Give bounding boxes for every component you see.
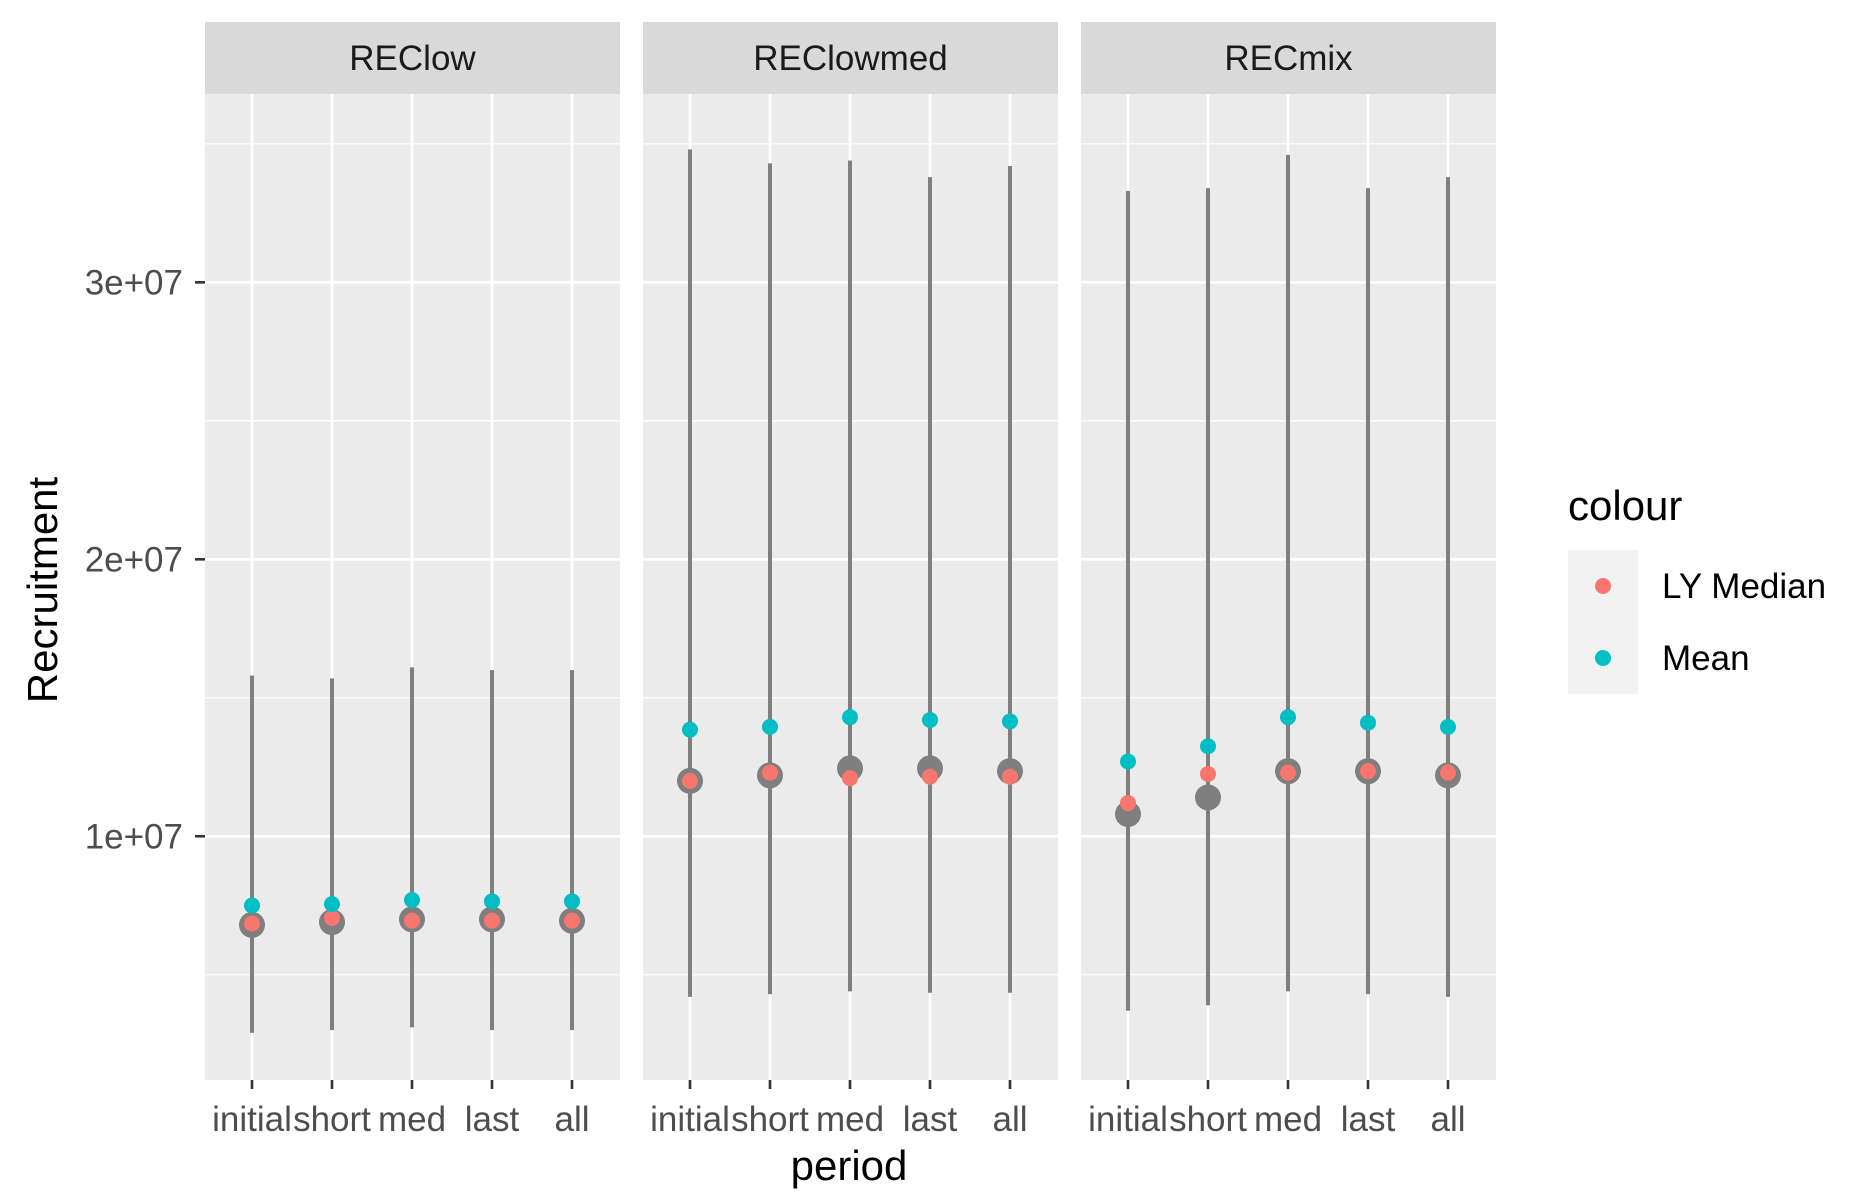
ly-median-point — [324, 909, 340, 926]
x-axis-title: period — [791, 1142, 908, 1189]
x-tick-label: med — [816, 1100, 884, 1139]
x-tick-label: short — [293, 1100, 371, 1139]
x-tick-label: short — [731, 1100, 809, 1139]
facet-REClowmed: REClowmed initial short med last all — [643, 22, 1058, 1139]
y-tick-label: 1e+07 — [85, 817, 183, 856]
ly-median-point — [842, 770, 858, 787]
ly-median-point — [1440, 764, 1456, 781]
x-tick-label: med — [1254, 1100, 1322, 1139]
y-tick-label: 2e+07 — [85, 540, 183, 579]
mean-point — [404, 891, 420, 908]
ly-median-point — [1280, 764, 1296, 781]
mean-point — [842, 709, 858, 726]
x-tick-label: short — [1169, 1100, 1247, 1139]
legend-label: Mean — [1662, 639, 1750, 678]
y-tick-label: 3e+07 — [85, 263, 183, 302]
ly-median-point — [682, 772, 698, 789]
x-tick-label: all — [1430, 1100, 1465, 1139]
median-point — [1195, 784, 1221, 811]
mean-point — [1280, 709, 1296, 726]
legend: colour LY Median Mean — [1568, 482, 1826, 694]
mean-point — [244, 897, 260, 914]
facet-strip — [643, 22, 1058, 94]
ly-median-point — [484, 912, 500, 929]
facet-strip-label: RECmix — [1224, 39, 1353, 78]
x-tick-label: last — [1341, 1100, 1396, 1139]
x-tick-label: last — [465, 1100, 520, 1139]
ly-median-point — [762, 764, 778, 781]
facet-REClow: REClow initial short med last all — [205, 22, 620, 1139]
x-tick-label: initial — [650, 1100, 730, 1139]
x-tick-label: initial — [1088, 1100, 1168, 1139]
ly-median-point — [404, 912, 420, 929]
y-axis-title: Recruitment — [19, 476, 66, 703]
ly-median-point — [244, 915, 260, 932]
mean-point — [1120, 753, 1136, 770]
mean-point — [324, 896, 340, 913]
ly-median-point — [564, 912, 580, 929]
facet-strip-label: REClow — [349, 39, 476, 78]
mean-point — [484, 893, 500, 910]
x-tick-label: all — [992, 1100, 1027, 1139]
facet-strip-label: REClowmed — [753, 39, 948, 78]
mean-point — [564, 893, 580, 910]
x-tick-label: initial — [212, 1100, 292, 1139]
legend-title: colour — [1568, 482, 1682, 529]
facet-strip — [205, 22, 620, 94]
ly-median-point — [1002, 768, 1018, 785]
legend-key-point — [1595, 578, 1611, 594]
legend-label: LY Median — [1662, 567, 1826, 606]
facet-strip — [1081, 22, 1496, 94]
x-tick-label: med — [378, 1100, 446, 1139]
ly-median-point — [1200, 765, 1216, 782]
ly-median-point — [1120, 795, 1136, 812]
x-tick-label: all — [554, 1100, 589, 1139]
mean-point — [682, 721, 698, 738]
legend-key-point — [1595, 650, 1611, 666]
facet-RECmix: RECmix initial short med last all — [1081, 22, 1496, 1139]
y-axis: 1e+07 2e+07 3e+07 — [85, 263, 205, 856]
ly-median-point — [922, 768, 938, 785]
mean-point — [1002, 713, 1018, 730]
x-tick-label: last — [903, 1100, 958, 1139]
mean-point — [1440, 718, 1456, 735]
mean-point — [922, 711, 938, 728]
ly-median-point — [1360, 763, 1376, 780]
mean-point — [1200, 738, 1216, 755]
mean-point — [1360, 714, 1376, 731]
mean-point — [762, 718, 778, 735]
